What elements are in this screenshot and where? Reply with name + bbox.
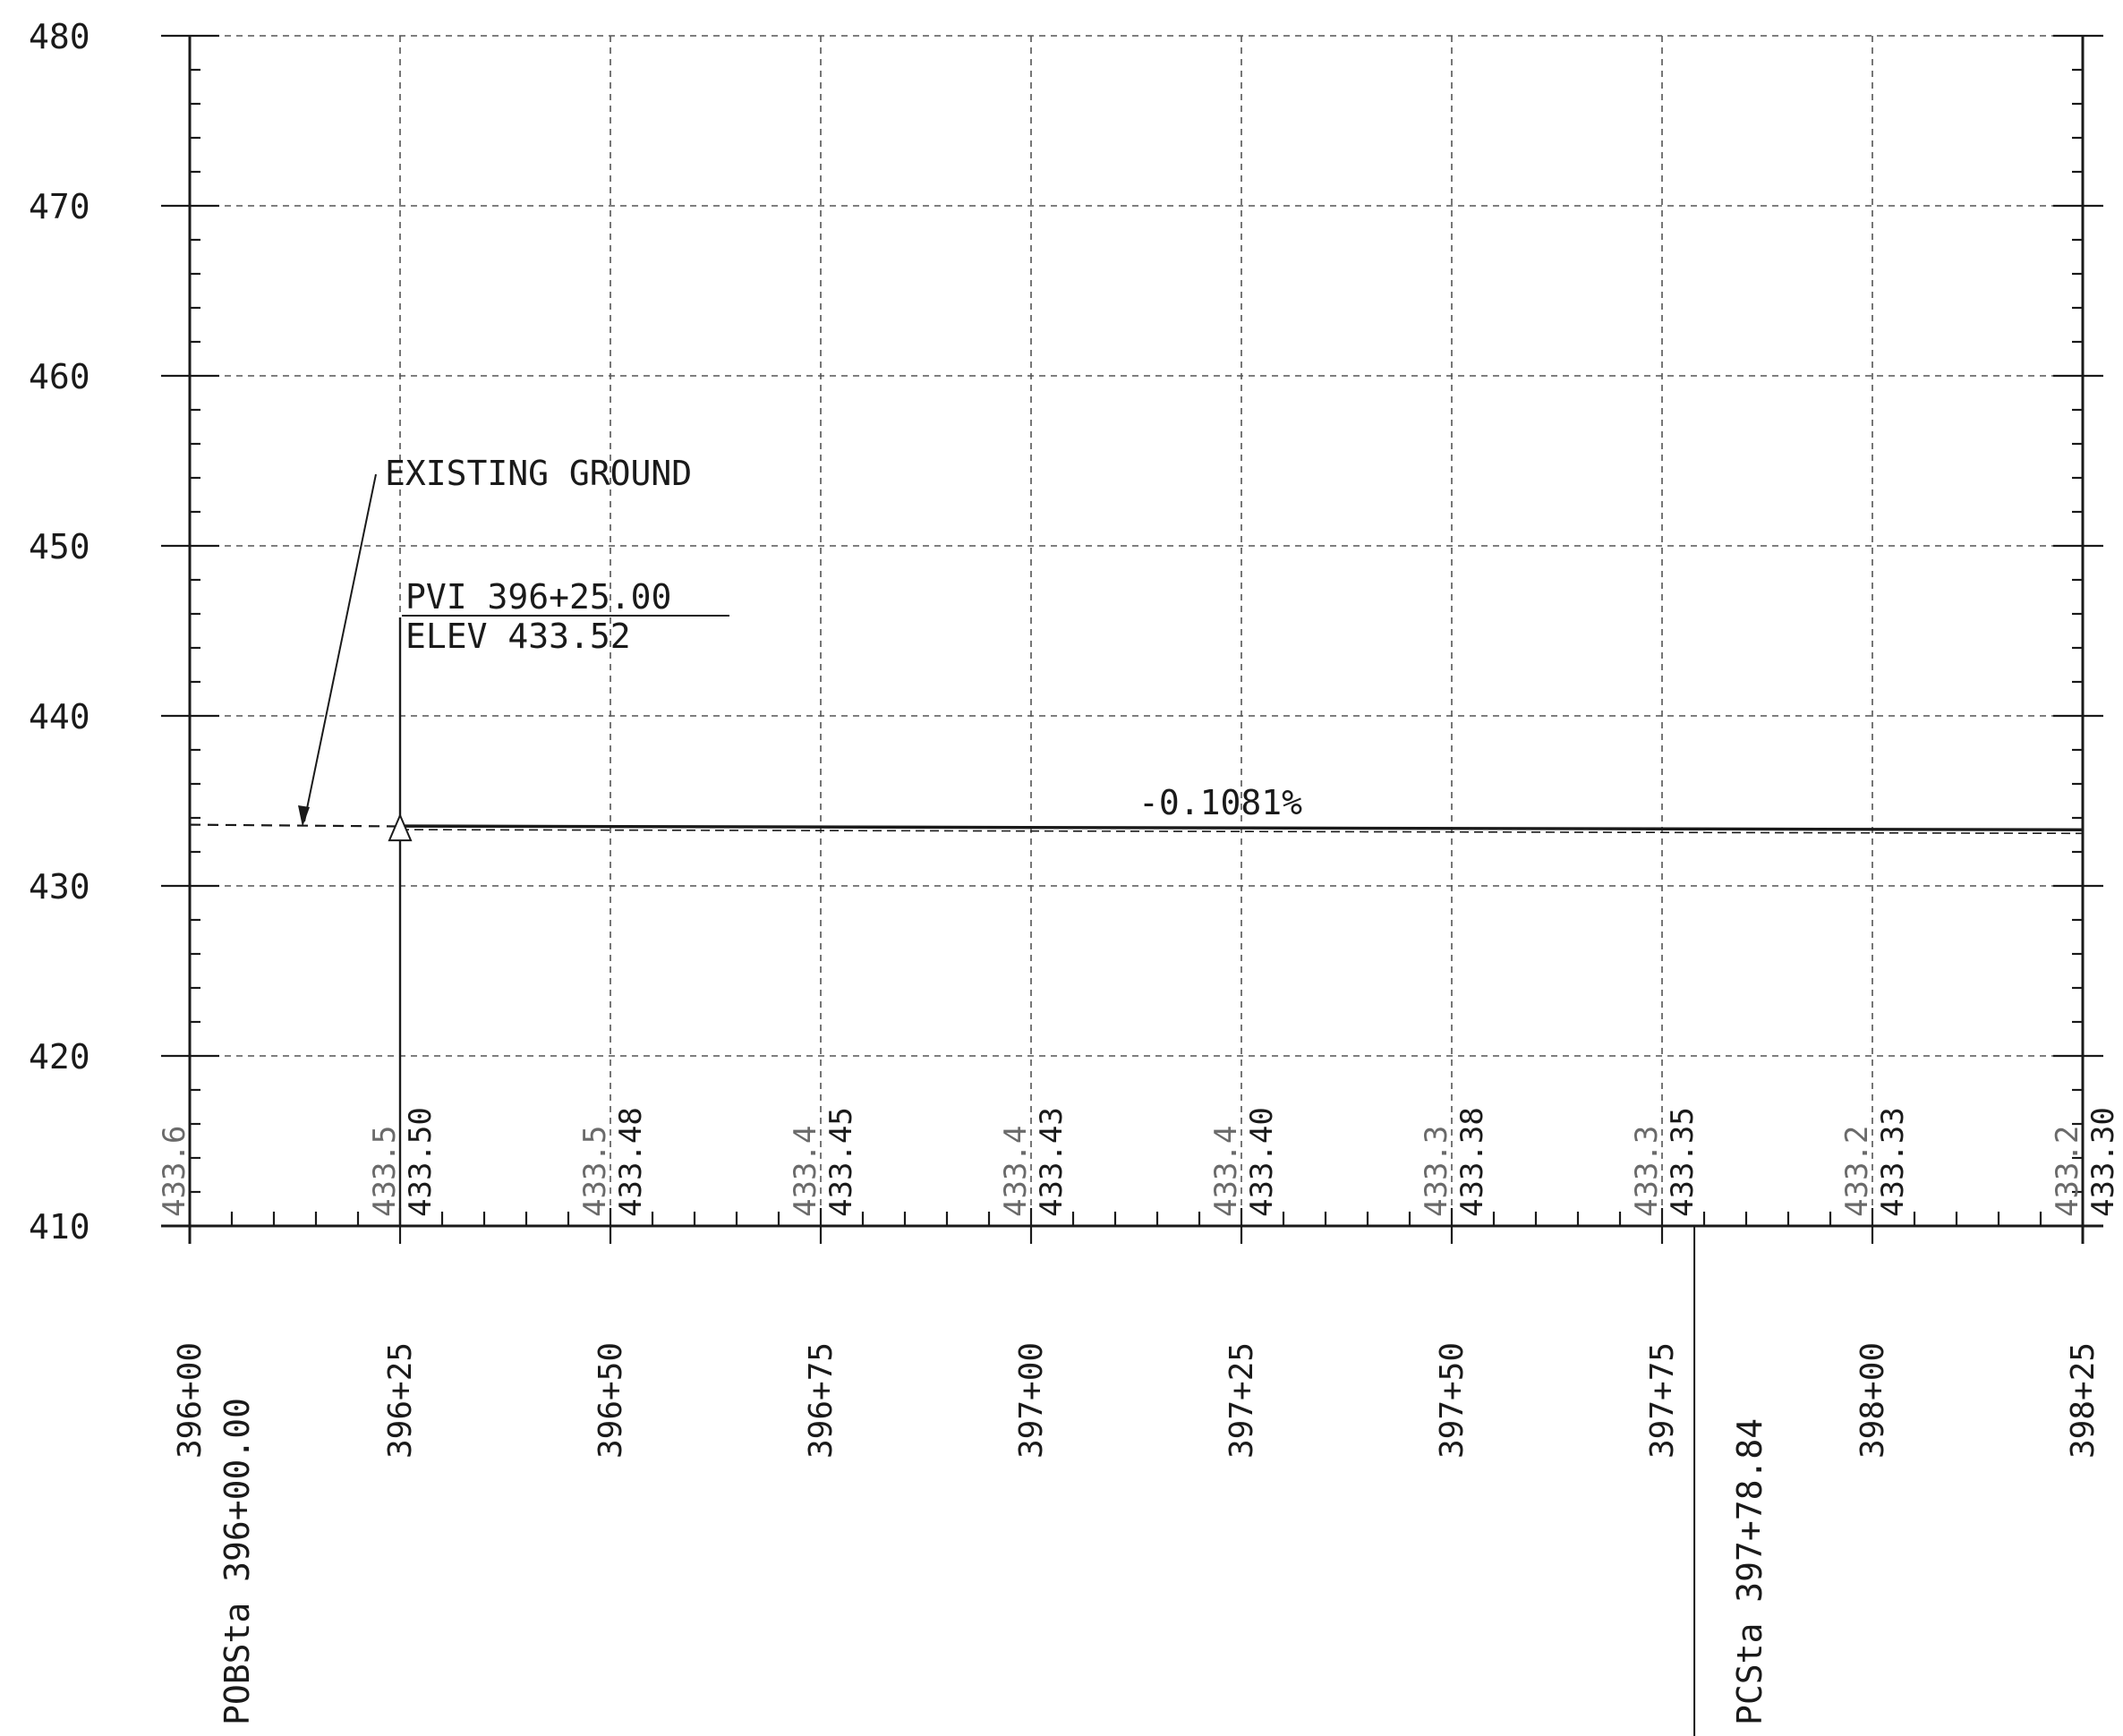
finish-grade-elevation: 433.33 <box>1875 1107 1911 1217</box>
elevation-tick-label: 460 <box>29 357 90 396</box>
existing-ground-elevation: 433.3 <box>1419 1126 1454 1217</box>
grade-label: -0.1081% <box>1138 783 1302 822</box>
finish-grade-elevation: 433.50 <box>403 1107 439 1217</box>
station-labels: 396+00 396+25 396+50 396+75 397+00 397+25 397+… <box>172 1342 2102 1459</box>
station-label: 396+25 <box>382 1342 419 1459</box>
pvi-station-label: PVI 396+25.00 <box>405 577 671 617</box>
pobs-label: POBSta 396+00.00 <box>217 1398 257 1725</box>
pcs-label: PCSta 397+78.84 <box>1730 1418 1769 1725</box>
finish-grade-elevation: 433.30 <box>2085 1107 2121 1217</box>
elevation-tick-label: 470 <box>29 187 90 226</box>
existing-ground-label: EXISTING GROUND <box>385 454 692 493</box>
finish-grade-elevation: 433.48 <box>613 1107 649 1217</box>
finish-grade-elevation: 433.45 <box>823 1107 859 1217</box>
existing-ground-elevation: 433.3 <box>1629 1126 1665 1217</box>
station-label: 396+00 <box>172 1342 209 1459</box>
elevation-tick-label: 450 <box>29 527 90 566</box>
existing-ground-elevation: 433.2 <box>1839 1126 1875 1217</box>
existing-ground-elevation: 433.2 <box>2050 1126 2085 1217</box>
existing-ground-elevation: 433.5 <box>577 1126 613 1217</box>
elevation-tick-label: 410 <box>29 1207 90 1247</box>
minor-ticks <box>190 68 2083 1226</box>
station-label: 397+25 <box>1223 1342 1260 1459</box>
existing-ground-elevation: 433.4 <box>1208 1126 1244 1217</box>
station-label: 398+25 <box>2065 1342 2102 1459</box>
profile-lines <box>189 473 2084 1736</box>
station-label: 396+50 <box>593 1342 629 1459</box>
station-label: 397+00 <box>1013 1342 1050 1459</box>
elevation-tick-label: 420 <box>29 1037 90 1076</box>
existing-ground-leader <box>303 473 377 822</box>
leader-arrow-icon <box>298 805 310 827</box>
existing-ground-line <box>189 823 401 828</box>
pvi-triangle-icon <box>388 813 413 842</box>
elevation-tick-label: 430 <box>29 867 90 906</box>
elevation-tick-label: 440 <box>29 697 90 736</box>
axis-frame <box>161 34 2103 1244</box>
existing-ground-elevation: 433.6 <box>157 1126 192 1217</box>
finish-grade-elevation: 433.40 <box>1244 1107 1280 1217</box>
finish-grade-elevation: 433.38 <box>1454 1107 1490 1217</box>
existing-ground-under-grade <box>399 829 2084 835</box>
station-label: 398+00 <box>1854 1342 1891 1459</box>
finish-grade-elevation: 433.35 <box>1665 1107 1701 1217</box>
grade-line <box>399 824 2084 831</box>
existing-ground-elevation: 433.4 <box>788 1126 823 1217</box>
elevation-tick-label: 480 <box>29 17 90 56</box>
station-label: 396+75 <box>803 1342 840 1459</box>
existing-ground-elevation: 433.4 <box>998 1126 1034 1217</box>
pvi-elevation-label: ELEV 433.52 <box>405 617 631 656</box>
existing-ground-elevation: 433.5 <box>367 1126 403 1217</box>
elevation-readouts: 433.6 433.5 433.50 433.5 433.48 433.4 433.45 43… <box>157 1107 2121 1217</box>
station-label: 397+75 <box>1644 1342 1681 1459</box>
station-label: 397+50 <box>1434 1342 1471 1459</box>
finish-grade-elevation: 433.43 <box>1034 1107 1070 1217</box>
elevation-labels: 410 420 430 440 450 460 470 480 <box>29 17 90 1247</box>
